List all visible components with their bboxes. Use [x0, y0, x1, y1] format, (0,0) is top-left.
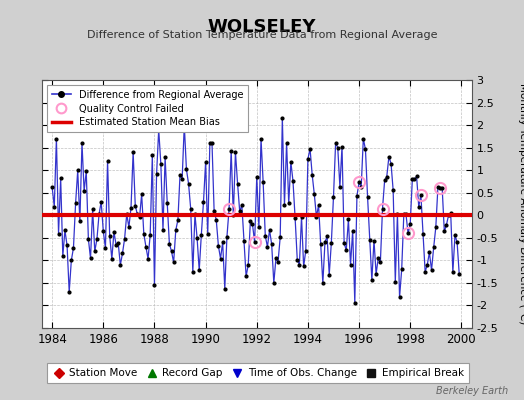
Legend: Station Move, Record Gap, Time of Obs. Change, Empirical Break: Station Move, Record Gap, Time of Obs. C… — [47, 363, 469, 383]
Y-axis label: Monthly Temperature Anomaly Difference (°C): Monthly Temperature Anomaly Difference (… — [518, 83, 524, 325]
Text: Difference of Station Temperature Data from Regional Average: Difference of Station Temperature Data f… — [87, 30, 437, 40]
Text: WOLSELEY: WOLSELEY — [208, 18, 316, 36]
Text: Berkeley Earth: Berkeley Earth — [436, 386, 508, 396]
